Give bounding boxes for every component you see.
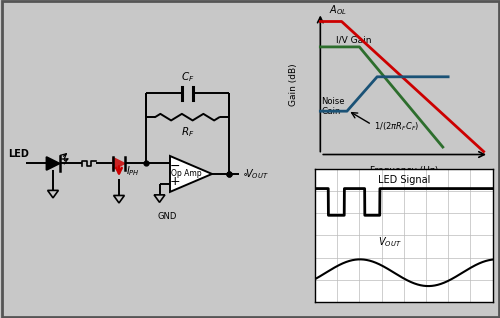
Text: $I_{PH}$: $I_{PH}$ xyxy=(126,164,140,178)
Text: I/V Gain: I/V Gain xyxy=(336,35,372,45)
Text: LED: LED xyxy=(8,149,29,159)
Text: Noise
Gain: Noise Gain xyxy=(321,97,344,116)
Text: $A_{OL}$: $A_{OL}$ xyxy=(329,3,347,17)
Text: Gain (dB): Gain (dB) xyxy=(289,63,298,106)
Text: $1/(2\pi R_F C_F)$: $1/(2\pi R_F C_F)$ xyxy=(374,120,419,133)
Text: $R_F$: $R_F$ xyxy=(180,126,194,139)
Text: Op Amp: Op Amp xyxy=(171,169,202,178)
Text: $C_F$: $C_F$ xyxy=(180,71,194,84)
Text: Frequency (Hz): Frequency (Hz) xyxy=(370,167,438,176)
Polygon shape xyxy=(170,156,212,192)
Polygon shape xyxy=(46,157,60,170)
Text: GND: GND xyxy=(158,212,176,221)
Text: LED Signal: LED Signal xyxy=(378,175,430,185)
Text: $\mathbf{\circ}$: $\mathbf{\circ}$ xyxy=(242,169,248,178)
Polygon shape xyxy=(113,157,125,169)
Text: $V_{OUT}$: $V_{OUT}$ xyxy=(378,235,402,249)
Text: $V_{OUT}$: $V_{OUT}$ xyxy=(245,167,268,181)
Text: −: − xyxy=(170,160,180,173)
Text: +: + xyxy=(170,175,180,188)
